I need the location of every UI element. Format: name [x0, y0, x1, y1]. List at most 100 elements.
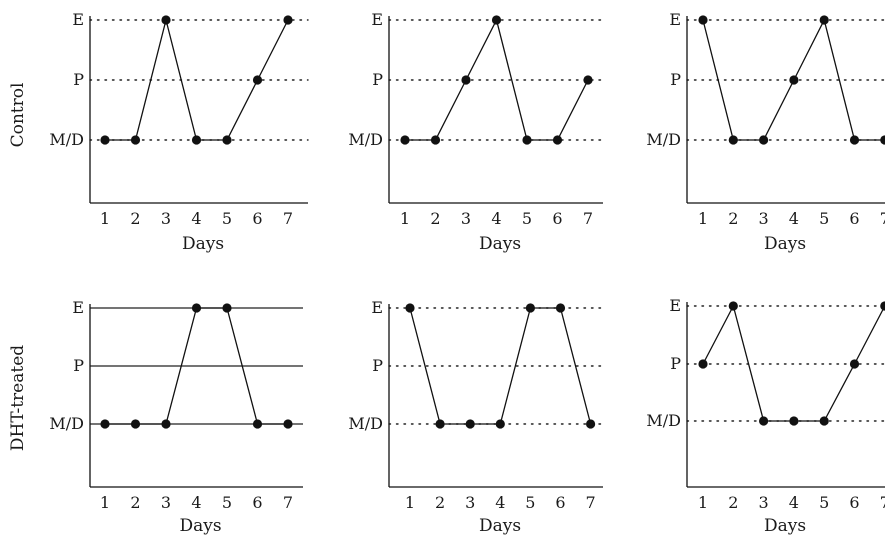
x-axis-label: Days — [182, 234, 224, 254]
y-tick-label: E — [371, 10, 383, 29]
x-tick-label: 4 — [491, 209, 501, 228]
x-tick-label: 7 — [283, 493, 293, 512]
panel-2: E P M/D 1 2 3 4 5 6 7 Days — [348, 10, 604, 254]
panel-3: E P M/D 1 2 3 4 5 6 7 Days — [646, 10, 885, 254]
x-tick-label: 6 — [252, 209, 262, 228]
x-tick-label: 1 — [400, 209, 410, 228]
data-point-day-1 — [100, 419, 110, 429]
x-tick-label: 3 — [161, 493, 171, 512]
x-tick-label: 7 — [880, 209, 885, 228]
y-tick-label: P — [73, 70, 84, 89]
data-point-day-3 — [161, 15, 171, 25]
data-point-day-5 — [522, 135, 532, 145]
x-axis-label: Days — [479, 234, 521, 254]
x-tick-label: 3 — [465, 493, 475, 512]
x-tick-label: 5 — [819, 209, 829, 228]
series-line — [405, 18, 589, 141]
row-labels: Control DHT-treated — [8, 83, 28, 452]
data-point-day-2 — [728, 135, 738, 145]
x-tick-label: 2 — [430, 209, 440, 228]
y-tick-label: M/D — [348, 130, 383, 149]
data-point-day-2 — [728, 301, 738, 311]
data-point-day-1 — [400, 135, 410, 145]
x-tick-label: 1 — [100, 209, 110, 228]
data-point-day-6 — [849, 359, 860, 369]
data-point-day-4 — [491, 15, 502, 25]
x-axis-label: Days — [179, 516, 221, 536]
x-tick-label: 6 — [552, 209, 562, 228]
x-tick-label: 5 — [222, 209, 232, 228]
data-point-day-2 — [130, 419, 141, 429]
data-point-day-4 — [789, 416, 799, 426]
data-point-day-7 — [283, 15, 293, 25]
data-point-day-1 — [405, 303, 415, 313]
panel-1: E P M/D 1 2 3 4 5 6 7 Days — [49, 10, 309, 254]
panel-5: E P M/D 1 2 3 4 5 6 7 Days — [348, 298, 604, 536]
x-tick-label: 5 — [525, 493, 535, 512]
x-axis-label: Days — [764, 516, 806, 536]
data-point-day-6 — [552, 135, 563, 145]
data-point-day-5 — [525, 303, 536, 313]
x-tick-label: 3 — [461, 209, 471, 228]
data-point-day-4 — [191, 303, 202, 313]
x-tick-label: 7 — [586, 493, 596, 512]
panel-6: E P M/D 1 2 3 4 5 6 7 Days — [646, 296, 885, 536]
x-tick-label: 1 — [405, 493, 415, 512]
data-point-day-2 — [130, 135, 141, 145]
y-tick-label: M/D — [348, 414, 383, 433]
data-point-day-3 — [759, 135, 769, 145]
x-tick-label: 4 — [191, 209, 201, 228]
x-tick-label: 3 — [161, 209, 171, 228]
x-tick-label: 2 — [728, 209, 738, 228]
x-axis-label: Days — [479, 516, 521, 536]
data-point-day-6 — [849, 135, 860, 145]
x-tick-label: 4 — [789, 209, 799, 228]
x-tick-label: 2 — [130, 493, 140, 512]
data-point-day-2 — [430, 135, 441, 145]
data-point-day-7 — [283, 419, 293, 429]
y-tick-label: M/D — [646, 411, 681, 430]
data-point-day-4 — [789, 75, 799, 85]
x-tick-label: 4 — [495, 493, 505, 512]
x-tick-label: 6 — [849, 209, 859, 228]
y-tick-label: P — [73, 356, 84, 375]
y-tick-label: E — [669, 296, 681, 315]
x-tick-label: 4 — [191, 493, 201, 512]
data-point-day-4 — [191, 135, 202, 145]
x-tick-label: 2 — [435, 493, 445, 512]
panels: E P M/D 1 2 3 4 5 6 7 Days E P M/D 1 2 3 4 5 6 7 Days E P M/D 1 2 3… — [49, 10, 885, 536]
row-label-dht-treated: DHT-treated — [8, 345, 28, 451]
data-point-day-5 — [819, 416, 829, 426]
x-tick-label: 6 — [849, 493, 859, 512]
data-point-day-5 — [222, 135, 232, 145]
panel-4: E P M/D 1 2 3 4 5 6 7 Days — [49, 298, 303, 536]
row-label-control: Control — [8, 83, 28, 148]
data-point-day-1 — [698, 359, 708, 369]
y-tick-label: P — [372, 356, 383, 375]
data-point-day-6 — [252, 75, 263, 85]
y-tick-label: E — [72, 298, 84, 317]
x-tick-label: 2 — [728, 493, 738, 512]
x-tick-label: 5 — [522, 209, 532, 228]
x-tick-label: 2 — [130, 209, 140, 228]
x-tick-label: 5 — [222, 493, 232, 512]
x-tick-label: 3 — [759, 209, 769, 228]
x-tick-label: 1 — [100, 493, 110, 512]
x-tick-label: 6 — [555, 493, 565, 512]
data-point-day-3 — [461, 75, 471, 85]
data-point-day-7 — [880, 135, 885, 145]
y-tick-label: P — [670, 70, 681, 89]
x-tick-label: 1 — [698, 209, 708, 228]
data-point-day-3 — [161, 419, 171, 429]
y-tick-label: E — [669, 10, 681, 29]
x-tick-label: 4 — [789, 493, 799, 512]
x-axis-label: Days — [764, 234, 806, 254]
data-point-day-2 — [435, 419, 445, 429]
y-tick-label: M/D — [646, 130, 681, 149]
data-point-day-1 — [100, 135, 110, 145]
y-tick-label: P — [670, 354, 681, 373]
data-point-day-1 — [698, 15, 708, 25]
x-tick-label: 6 — [252, 493, 262, 512]
y-tick-label: E — [72, 10, 84, 29]
